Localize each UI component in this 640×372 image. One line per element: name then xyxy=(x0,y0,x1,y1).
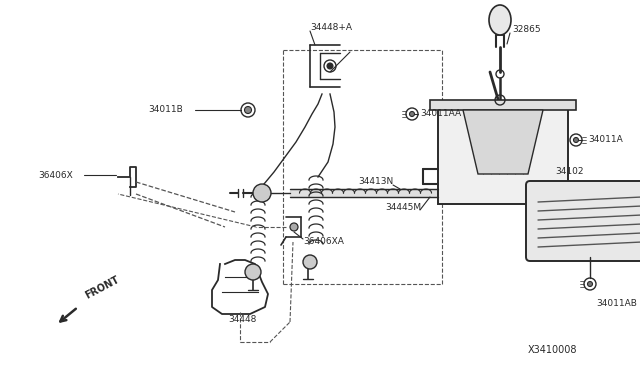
Text: 36406X: 36406X xyxy=(38,170,73,180)
Text: X3410008: X3410008 xyxy=(528,345,577,355)
Text: 34011A: 34011A xyxy=(588,135,623,144)
Text: 36406XA: 36406XA xyxy=(303,237,344,247)
Text: 34448: 34448 xyxy=(228,315,257,324)
Text: 34011AA: 34011AA xyxy=(420,109,461,119)
Text: FRONT: FRONT xyxy=(83,275,120,301)
Circle shape xyxy=(410,112,415,116)
Circle shape xyxy=(245,264,261,280)
Text: 34413N: 34413N xyxy=(358,177,393,186)
Bar xyxy=(438,102,568,204)
FancyBboxPatch shape xyxy=(526,181,640,261)
Circle shape xyxy=(573,138,579,142)
Circle shape xyxy=(588,282,593,286)
Text: 34011B: 34011B xyxy=(148,106,183,115)
Text: 34445M: 34445M xyxy=(385,202,421,212)
Text: 32865: 32865 xyxy=(512,26,541,35)
Polygon shape xyxy=(463,110,543,174)
Ellipse shape xyxy=(489,5,511,35)
Circle shape xyxy=(327,63,333,69)
Circle shape xyxy=(303,255,317,269)
Bar xyxy=(430,100,576,110)
Text: 34448+A: 34448+A xyxy=(310,22,352,32)
Circle shape xyxy=(290,223,298,231)
Circle shape xyxy=(253,184,271,202)
Circle shape xyxy=(244,106,252,113)
Text: 34011AB: 34011AB xyxy=(596,299,637,308)
Text: 34102: 34102 xyxy=(555,167,584,176)
